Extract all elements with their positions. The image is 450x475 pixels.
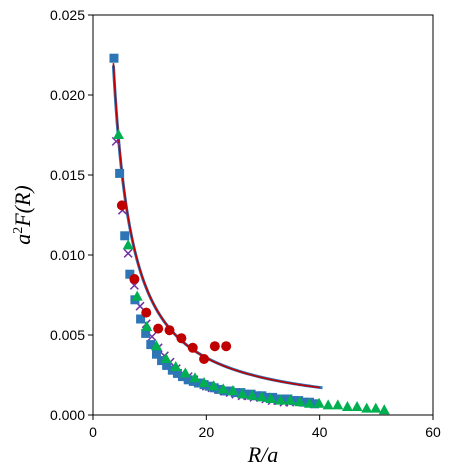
square-marker [193,378,203,388]
triangle-marker [370,402,382,413]
triangle-marker [303,397,315,408]
x-axis-label: R/a [247,442,279,467]
triangle-marker [198,377,210,387]
y-tick-label: 0.005 [50,327,85,343]
cross-marker [123,248,133,258]
triangle-marker [322,399,334,410]
plot-frame [92,14,434,416]
triangle-marker [141,321,153,331]
fit-curve [111,65,323,390]
triangle-marker [341,401,353,411]
y-axis-label-sup: 2 [11,227,26,234]
circle-marker [199,354,210,364]
y-axis-label: a2F(R) [10,185,35,245]
y-tick-label: 0.000 [50,407,85,423]
x-tick-label: 60 [425,424,441,440]
triangle-marker [256,391,268,402]
triangle-marker [313,397,325,408]
y-axis-label-rest: F(R) [10,185,35,228]
triangle-marker [294,396,306,407]
triangle-marker [160,353,172,363]
circle-marker [116,200,127,211]
circle-marker [221,341,232,352]
x-axis-ticks: 0 20 40 60 [89,415,441,440]
triangle-marker [246,389,258,400]
triangle-marker [284,394,296,405]
square-marker [214,384,224,394]
triangle-marker [227,385,239,395]
y-tick-label: 0.010 [50,247,85,263]
square-marker [136,314,146,324]
x-tick-label: 20 [199,424,215,440]
triangle-marker [131,290,143,301]
triangle-marker [332,399,344,410]
y-tick-label: 0.025 [50,7,85,23]
square-marker [115,168,125,178]
square-marker [172,368,182,378]
circle-marker [209,341,220,352]
triangle-marker [351,401,363,411]
triangle-marker [179,367,191,378]
square-marker [273,394,283,404]
triangle-marker [122,239,134,250]
triangle-marker [189,372,201,383]
circle-marker [153,323,164,334]
square-marker [252,391,262,401]
circle-marker [187,342,198,353]
square-marker [109,53,119,63]
circle-marker [164,325,175,336]
fit-curves [111,63,323,390]
triangle-marker [208,380,220,391]
square-marker [146,340,156,350]
square-marker [151,349,161,359]
y-axis-label-base: a [10,234,35,245]
square-marker [262,392,272,402]
square-marker [204,381,214,391]
circle-marker [141,307,152,318]
fit-curve [112,63,320,389]
triangle-marker [170,361,182,371]
square-marker [241,389,251,399]
triangle-marker [113,129,124,139]
x-tick-label: 0 [89,424,97,440]
square-marker [299,397,309,407]
triangle-marker [378,404,390,415]
triangle-marker [217,383,229,394]
square-marker [162,360,172,370]
circle-marker [129,274,140,284]
square-marker [141,328,151,338]
triangle-marker [265,393,277,403]
triangle-marker [237,388,249,399]
triangle-marker [275,394,287,405]
data-markers [109,53,390,415]
triangle-marker [361,402,373,413]
y-axis-ticks: 0.000 0.005 0.010 0.015 0.020 0.025 [50,7,93,423]
y-tick-label: 0.020 [50,87,85,103]
x-tick-label: 40 [312,424,328,440]
triangle-marker [150,340,162,351]
y-tick-label: 0.015 [50,167,85,183]
square-marker [125,269,135,279]
square-marker [157,356,167,366]
square-marker [183,375,193,385]
circle-marker [176,333,187,344]
square-marker [120,231,130,241]
square-marker [289,396,299,406]
square-marker [310,399,320,409]
